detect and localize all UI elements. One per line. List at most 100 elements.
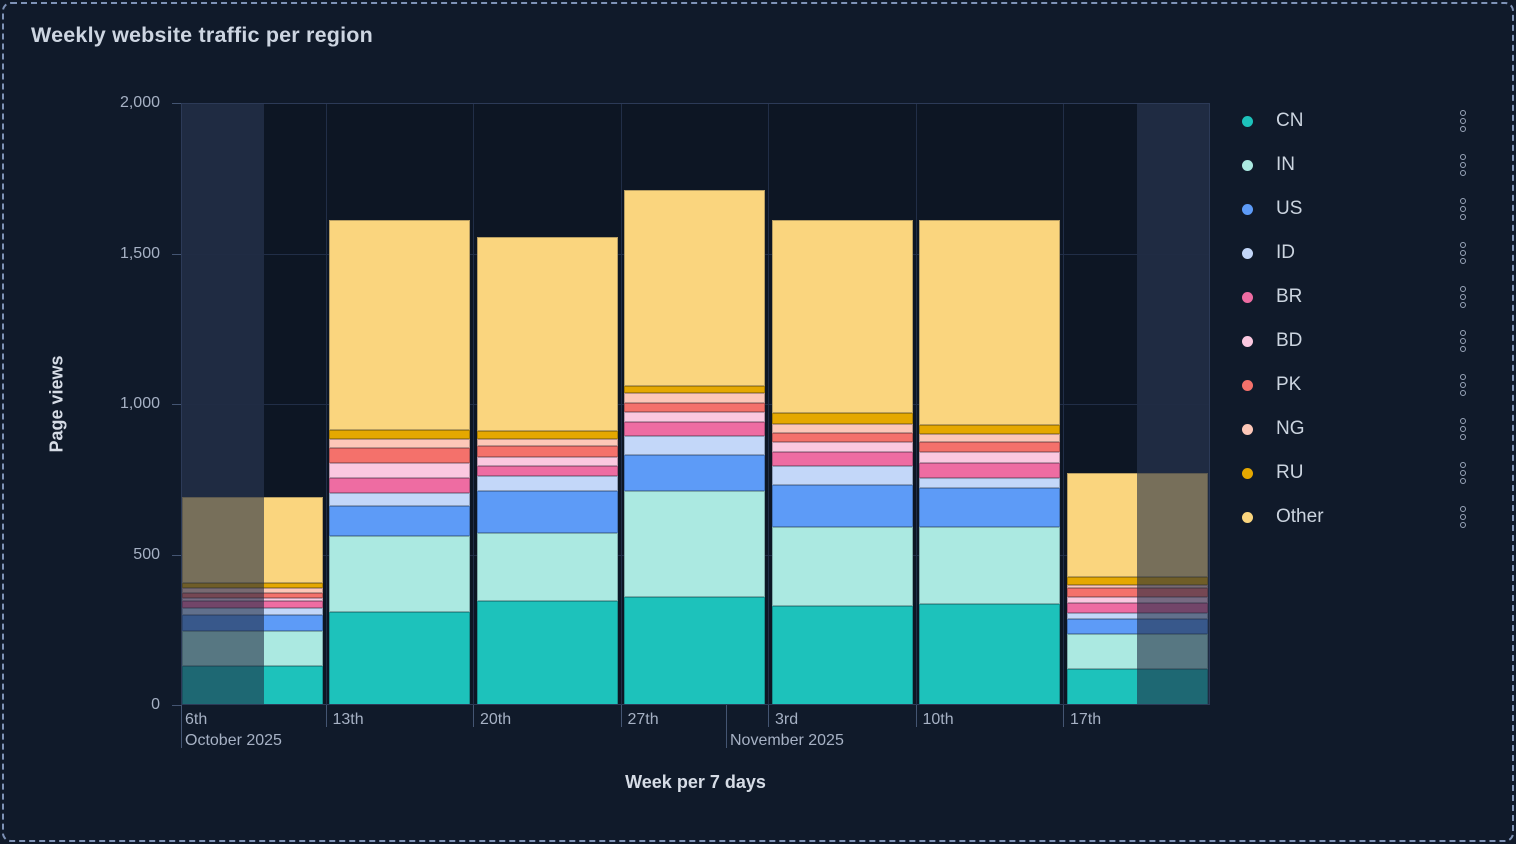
bar-segment-IN-6[interactable]: [919, 527, 1060, 605]
bar-segment-US-2[interactable]: [329, 506, 470, 537]
legend-label-BR[interactable]: BR: [1276, 286, 1303, 307]
bar-segment-CN-3[interactable]: [476, 601, 618, 705]
bar-segment-BD-2[interactable]: [329, 462, 470, 478]
bar-segment-Other-2[interactable]: [329, 220, 470, 430]
bar-segment-NG-6[interactable]: [919, 434, 1060, 442]
legend-item-PK[interactable]: PK: [1240, 372, 1468, 398]
legend-menu-icon-PK[interactable]: [1460, 374, 1466, 396]
bar-segment-CN-7[interactable]: [1066, 668, 1208, 705]
bar-segment-PK-3[interactable]: [476, 446, 618, 457]
bar-segment-NG-2[interactable]: [329, 438, 470, 448]
bar-segment-RU-7[interactable]: [1066, 577, 1208, 585]
bar-segment-ID-3[interactable]: [476, 476, 618, 492]
legend-menu-icon-NG[interactable]: [1460, 418, 1466, 440]
bar-segment-CN-4[interactable]: [624, 596, 765, 705]
bar-segment-US-4[interactable]: [624, 455, 765, 492]
bar-segment-RU-4[interactable]: [624, 385, 765, 394]
legend-menu-icon-Other[interactable]: [1460, 506, 1466, 528]
bar-segment-BR-1[interactable]: [181, 601, 323, 609]
bar-segment-NG-3[interactable]: [476, 438, 618, 447]
bar-segment-Other-4[interactable]: [624, 190, 765, 386]
bar-segment-IN-2[interactable]: [329, 536, 470, 612]
bar-segment-CN-5[interactable]: [771, 605, 913, 705]
bar-segment-IN-1[interactable]: [181, 631, 323, 666]
legend-item-US[interactable]: US: [1240, 196, 1468, 222]
bar-segment-BD-7[interactable]: [1066, 596, 1208, 603]
legend-label-Other[interactable]: Other: [1276, 506, 1324, 527]
bar-segment-ID-1[interactable]: [181, 608, 323, 615]
bar-segment-BR-6[interactable]: [919, 462, 1060, 478]
legend-menu-icon-IN[interactable]: [1460, 154, 1466, 176]
bar-segment-US-6[interactable]: [919, 488, 1060, 528]
legend-label-US[interactable]: US: [1276, 198, 1303, 219]
bar-segment-RU-1[interactable]: [181, 583, 323, 589]
bar-segment-BD-1[interactable]: [181, 597, 323, 602]
legend-label-PK[interactable]: PK: [1276, 374, 1302, 395]
bar-segment-ID-6[interactable]: [919, 477, 1060, 489]
bar-segment-BR-7[interactable]: [1066, 602, 1208, 613]
bar-segment-BR-2[interactable]: [329, 477, 470, 493]
bar-segment-NG-4[interactable]: [624, 393, 765, 403]
bar-segment-Other-6[interactable]: [919, 220, 1060, 426]
bar-segment-PK-4[interactable]: [624, 402, 765, 412]
legend-item-CN[interactable]: CN: [1240, 108, 1468, 134]
bar-segment-PK-6[interactable]: [919, 441, 1060, 453]
bar-segment-NG-5[interactable]: [771, 423, 913, 433]
bar-segment-BD-4[interactable]: [624, 411, 765, 423]
bar-segment-IN-5[interactable]: [771, 527, 913, 606]
bar-segment-IN-4[interactable]: [624, 491, 765, 597]
legend-menu-icon-RU[interactable]: [1460, 462, 1466, 484]
legend-label-CN[interactable]: CN: [1276, 110, 1304, 131]
legend-item-RU[interactable]: RU: [1240, 460, 1468, 486]
bar-segment-BR-5[interactable]: [771, 452, 913, 466]
bar-segment-ID-5[interactable]: [771, 465, 913, 486]
bar-segment-Other-3[interactable]: [476, 236, 618, 432]
bar-segment-BD-3[interactable]: [476, 456, 618, 466]
bar-segment-CN-1[interactable]: [181, 665, 323, 705]
legend-menu-icon-US[interactable]: [1460, 198, 1466, 220]
bar-segment-US-1[interactable]: [181, 614, 323, 632]
bar-segment-IN-7[interactable]: [1066, 634, 1208, 669]
bar-segment-Other-5[interactable]: [771, 220, 913, 414]
bar-segment-PK-5[interactable]: [771, 432, 913, 442]
legend-item-IN[interactable]: IN: [1240, 152, 1468, 178]
bar-segment-ID-4[interactable]: [624, 435, 765, 456]
bar-segment-BR-3[interactable]: [476, 465, 618, 477]
legend-item-BR[interactable]: BR: [1240, 284, 1468, 310]
legend-item-NG[interactable]: NG: [1240, 416, 1468, 442]
bar-segment-Other-1[interactable]: [181, 497, 323, 584]
bar-segment-Other-7[interactable]: [1066, 473, 1208, 578]
bar-segment-CN-2[interactable]: [329, 611, 470, 705]
bar-segment-RU-3[interactable]: [476, 431, 618, 439]
legend-label-BD[interactable]: BD: [1276, 330, 1303, 351]
bar-segment-BD-6[interactable]: [919, 452, 1060, 463]
legend-menu-icon-BR[interactable]: [1460, 286, 1466, 308]
legend-label-IN[interactable]: IN: [1276, 154, 1295, 175]
bar-segment-US-3[interactable]: [476, 491, 618, 534]
bar-segment-IN-3[interactable]: [476, 533, 618, 602]
bar-segment-RU-2[interactable]: [329, 429, 470, 439]
legend-item-Other[interactable]: Other: [1240, 504, 1468, 530]
bar-segment-RU-6[interactable]: [919, 425, 1060, 435]
bar-segment-NG-7[interactable]: [1066, 584, 1208, 589]
legend-menu-icon-BD[interactable]: [1460, 330, 1466, 352]
legend-label-RU[interactable]: RU: [1276, 462, 1304, 483]
bar-segment-ID-2[interactable]: [329, 492, 470, 507]
bar-segment-BR-4[interactable]: [624, 422, 765, 436]
legend-item-BD[interactable]: BD: [1240, 328, 1468, 354]
bar-segment-US-5[interactable]: [771, 485, 913, 528]
bar-segment-NG-1[interactable]: [181, 588, 323, 594]
legend-menu-icon-CN[interactable]: [1460, 110, 1466, 132]
legend-label-ID[interactable]: ID: [1276, 242, 1295, 263]
legend-label-NG[interactable]: NG: [1276, 418, 1305, 439]
bar-segment-US-7[interactable]: [1066, 619, 1208, 635]
bar-segment-CN-6[interactable]: [919, 604, 1060, 705]
bar-segment-RU-5[interactable]: [771, 413, 913, 424]
legend-menu-icon-ID[interactable]: [1460, 242, 1466, 264]
legend-item-ID[interactable]: ID: [1240, 240, 1468, 266]
bar-segment-PK-7[interactable]: [1066, 588, 1208, 597]
bar-segment-BD-5[interactable]: [771, 441, 913, 453]
bar-segment-PK-2[interactable]: [329, 447, 470, 463]
bar-segment-ID-7[interactable]: [1066, 612, 1208, 620]
bar-segment-PK-1[interactable]: [181, 593, 323, 598]
